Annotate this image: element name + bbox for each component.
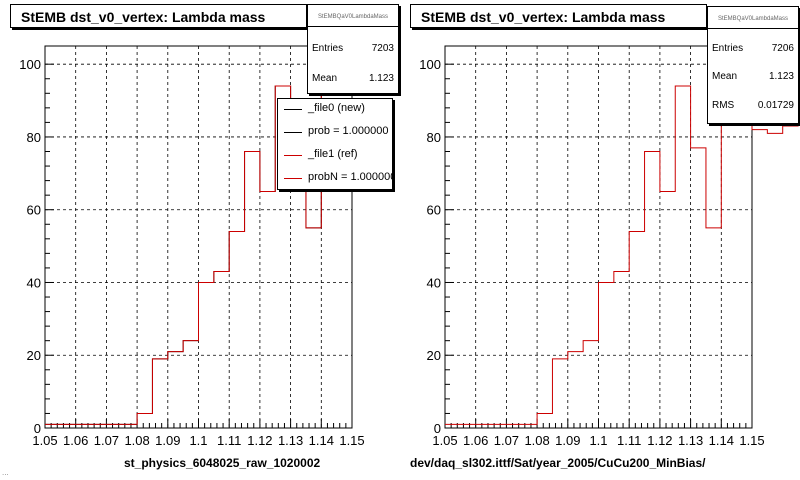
legend-entry-file1: _file1 (ref) [278,145,392,167]
right-y-tick-label: 80 [427,130,441,145]
right-x-tick-label: 1.05 [432,433,457,448]
left-x-tick-label: 1.05 [32,433,57,448]
left-y-tick-label: 80 [27,130,41,145]
right-stats-title: StEMBQaV0LambdaMass [708,7,798,29]
right-x-tick-label: 1.06 [463,433,488,448]
right-x-tick-label: 1.1 [589,433,607,448]
left-x-tick-label: 1.09 [155,433,180,448]
right-histogram-plot: 1.05 1.06 1.07 1.08 1.09 1.1 1.11 1.12 1.13 1.14 1… [419,45,800,448]
left-y-tick-label: 20 [27,348,41,363]
right-y-tick-label: 100 [419,57,441,72]
right-stats-box: StEMBQaV0LambdaMass Entries 7206 Mean 1.… [707,6,799,124]
right-x-axis-title: dev/daq_sl302.ittf/Sat/year_2005/CuCu200… [410,456,706,470]
right-stats-mean-row: Mean 1.123 [712,71,794,82]
left-x-tick-label: 1.14 [309,433,334,448]
right-y-tick-label: 60 [427,203,441,218]
left-x-tick-label: 1.11 [217,433,241,448]
legend-line-file1 [284,155,302,156]
footer-note: ... [2,468,9,477]
left-y-tick-label: 100 [19,57,41,72]
left-x-tick-label: 1.13 [278,433,303,448]
left-x-tick-label: 1.08 [124,433,149,448]
legend-entry-prob: prob = 1.000000 [278,122,392,144]
right-stats-mean-value: 1.123 [768,71,794,82]
left-x-tick-label: 1.15 [339,433,364,448]
right-series-0 [445,63,800,425]
legend-label-prob: prob = 1.000000 [308,125,389,137]
left-stats-entries-value: 7203 [371,43,394,54]
left-y-tick-label: 60 [27,203,41,218]
right-x-tick-label: 1.12 [647,433,672,448]
right-x-tick-label: 1.14 [709,433,734,448]
left-stats-mean-value: 1.123 [368,73,394,84]
left-y-tick-label: 0 [34,421,41,436]
right-x-tick-label: 1.13 [678,433,703,448]
right-x-tick-label: 1.11 [617,433,641,448]
legend-label-probn: probN = 1.000000 [308,171,393,183]
left-histogram-title: StEMB dst_v0_vertex: Lambda mass [10,4,307,28]
right-stats-entries-row: Entries 7206 [712,43,794,54]
right-histogram-panel: 1.05 1.06 1.07 1.08 1.09 1.1 1.11 1.12 1.13 1.14 1… [400,0,800,480]
right-stats-mean-label: Mean [712,71,738,82]
right-x-tick-label: 1.15 [739,433,764,448]
right-stats-rms-label: RMS [712,100,735,111]
legend-line-file0 [284,109,302,110]
right-y-tick-label: 0 [434,421,441,436]
right-stats-entries-label: Entries [712,43,744,54]
right-stats-entries-value: 7206 [771,43,794,54]
left-y-tick-label: 40 [27,275,41,290]
right-stats-rms-row: RMS 0.01729 [712,100,794,111]
left-x-tick-label: 1.07 [94,433,119,448]
right-x-tick-label: 1.07 [494,433,519,448]
left-legend: _file0 (new) prob = 1.000000 _file1 (ref… [277,98,393,190]
left-x-tick-label: 1.1 [189,433,207,448]
right-histogram-title: StEMB dst_v0_vertex: Lambda mass [410,4,707,28]
left-stats-mean-row: Mean 1.123 [312,73,394,84]
right-y-tick-label: 40 [427,275,441,290]
left-x-axis-title: st_physics_6048025_raw_1020002 [124,456,321,470]
left-x-tick-label: 1.12 [247,433,272,448]
legend-label-file1: _file1 (ref) [308,148,358,160]
left-series-1 [45,63,368,425]
left-stats-box: StEMBQaV0LambdaMass Entries 7203 Mean 1.… [307,4,399,94]
right-x-tick-label: 1.08 [524,433,549,448]
left-histogram-panel: 1.05 1.06 1.07 1.08 1.09 1.1 1.11 1.12 1.13 1.14 1… [10,4,399,470]
legend-label-file0: _file0 (new) [308,102,365,114]
left-stats-mean-label: Mean [312,73,338,84]
right-x-tick-label: 1.09 [555,433,580,448]
right-stats-rms-value: 0.01729 [757,100,794,111]
left-stats-entries-row: Entries 7203 [312,43,394,54]
legend-entry-probn: probN = 1.000000 [278,168,393,189]
right-y-tick-label: 20 [427,348,441,363]
left-stats-entries-label: Entries [312,43,344,54]
left-stats-title: StEMBQaV0LambdaMass [308,5,398,27]
legend-line-probn [284,178,302,179]
legend-line-prob [284,132,302,133]
left-x-tick-label: 1.06 [63,433,88,448]
legend-entry-file0: _file0 (new) [278,99,392,121]
